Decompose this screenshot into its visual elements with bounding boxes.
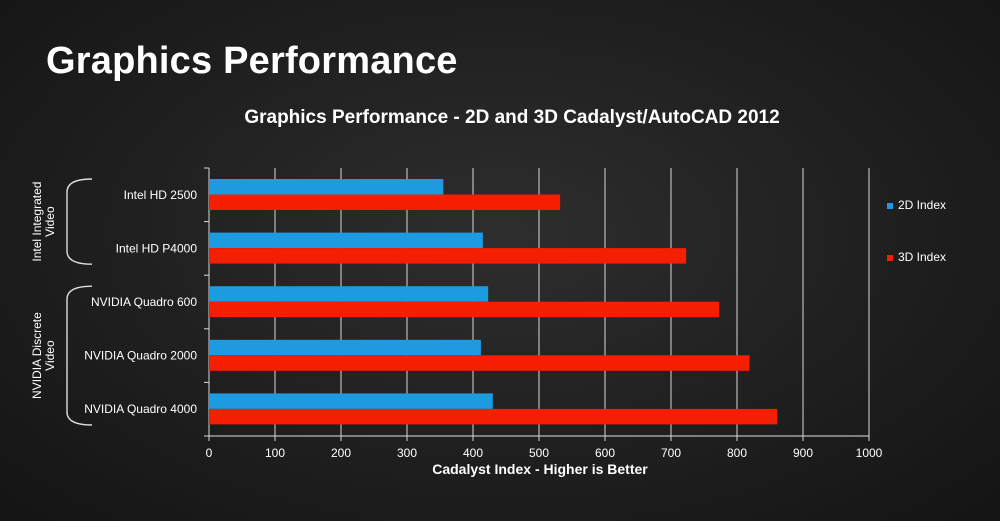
x-tick-label: 200 [331,446,351,460]
bar-2d-index-0 [209,179,444,195]
category-label: NVIDIA Quadro 4000 [84,402,197,416]
bar-2d-index-3 [209,339,481,356]
group-label: Intel IntegratedVideo [30,182,57,262]
x-tick-label: 400 [463,446,483,460]
x-axis-label: Cadalyst Index - Higher is Better [432,461,648,477]
group-label: NVIDIA DiscreteVideo [30,312,57,399]
x-tick-label: 500 [529,446,549,460]
bar-3d-index-4 [209,408,778,425]
group-label-line: Video [43,340,57,371]
group-bracket [66,285,93,426]
legend-swatch [887,203,893,209]
x-tick-label: 100 [265,446,285,460]
x-tick-label: 300 [397,446,417,460]
bar-3d-index-1 [209,248,687,264]
x-tick-label: 600 [595,446,615,460]
category-labels: Intel HD 2500 Intel HD P4000 NVIDIA Quadro… [84,188,197,416]
group-label-line: Video [43,206,57,237]
bar-2d-index-2 [209,286,489,302]
legend: 2D Index 3D Index [887,198,946,264]
group-label-line: NVIDIA Discrete [30,312,44,399]
legend-label: 3D Index [898,250,946,264]
category-label: NVIDIA Quadro 2000 [84,349,197,363]
x-tick-label: 800 [727,446,747,460]
bar-3d-index-3 [209,355,750,371]
group-label-line: Intel Integrated [30,182,44,262]
bar-2d-index-1 [209,232,483,249]
category-label: Intel HD P4000 [116,241,198,255]
category-label: NVIDIA Quadro 600 [91,295,197,309]
bar-3d-index-2 [209,301,720,318]
group-bracket [66,178,93,265]
x-tick-label: 1000 [856,446,883,460]
axes [204,167,870,441]
legend-swatch [887,255,893,261]
x-tick-label: 900 [793,446,813,460]
slide-title: Graphics Performance [46,40,458,82]
category-label: Intel HD 2500 [124,188,198,202]
bar-3d-index-0 [209,194,561,210]
x-tick-label: 700 [661,446,681,460]
x-tick-label: 0 [206,446,213,460]
bar-2d-index-4 [209,393,493,409]
bars [209,179,778,425]
x-tick-labels: 0 100 200 300 400 500 600 700 800 900 1000 [206,446,883,460]
legend-label: 2D Index [898,198,946,212]
chart-title: Graphics Performance - 2D and 3D Cadalys… [244,107,779,128]
